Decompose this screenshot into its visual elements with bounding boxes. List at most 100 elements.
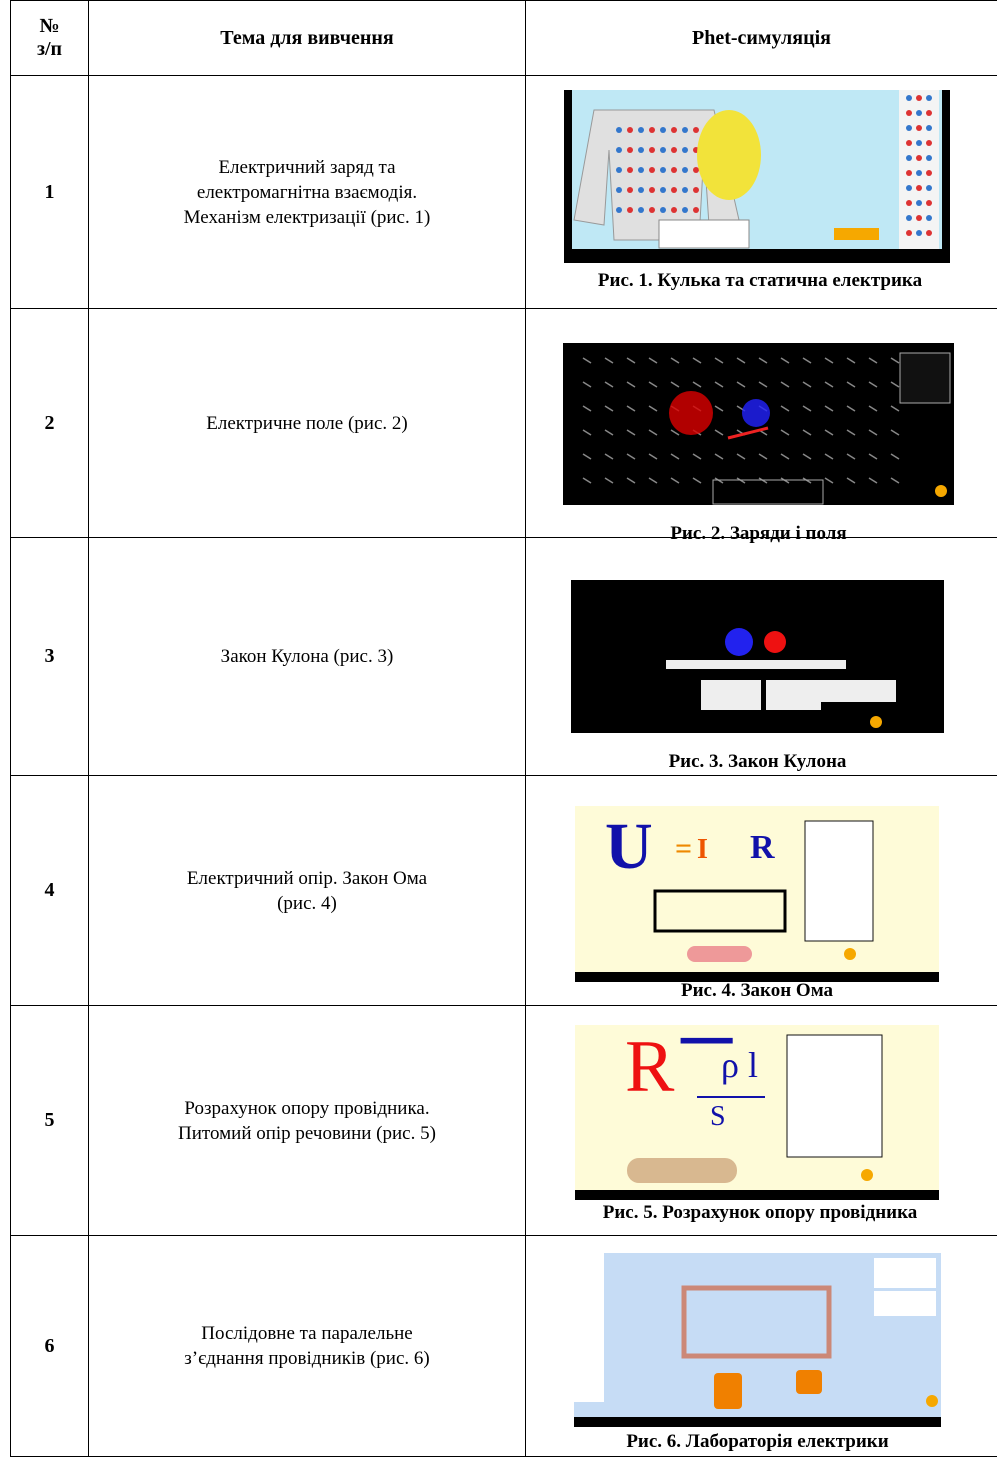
sim-graphic: [649, 187, 655, 193]
sim-graphic: [660, 207, 666, 213]
sim-graphic: [616, 147, 622, 153]
sim-graphic: [687, 946, 752, 962]
row-num: 6: [45, 1335, 55, 1358]
sim-graphic: [916, 110, 922, 116]
sim-graphic: [666, 660, 846, 669]
sim-graphic: [916, 170, 922, 176]
sim-graphic: [616, 167, 622, 173]
sim-graphic: [682, 127, 688, 133]
topic-line: з’єднання провідників (рис. 6): [184, 1346, 430, 1371]
topic-line: Електричне поле (рис. 2): [206, 411, 407, 436]
sim-graphic: [906, 110, 912, 116]
topic-line: Закон Кулона (рис. 3): [221, 644, 394, 669]
sim-graphic: =: [675, 832, 692, 865]
sim-graphic: [725, 628, 753, 656]
figure-caption: Рис. 1. Кулька та статична електрика: [598, 270, 922, 292]
sim-graphic: [693, 167, 699, 173]
sim-graphic: [935, 485, 947, 497]
sim-graphic: [926, 215, 932, 221]
topic-cell: Електричне поле (рис. 2): [88, 308, 526, 538]
sim-graphic: [638, 147, 644, 153]
sim-graphic: [787, 1035, 882, 1157]
sim-graphic: [649, 127, 655, 133]
topic-line: Розрахунок опору провідника.: [184, 1096, 429, 1121]
sim-graphic: [926, 230, 932, 236]
sim-graphic: R: [750, 829, 775, 866]
num-cell: 3: [10, 537, 89, 776]
sim-graphic: [821, 680, 896, 702]
num-cell: 6: [10, 1235, 89, 1457]
row-num: 3: [45, 645, 55, 668]
sim-graphic: [660, 127, 666, 133]
sim-graphic: [796, 1370, 822, 1394]
sim-graphic: [574, 1417, 941, 1427]
figure-caption: Рис. 3. Закон Кулона: [669, 751, 847, 773]
sim-graphic: [682, 147, 688, 153]
sim-graphic: [926, 155, 932, 161]
sim-graphic: [671, 167, 677, 173]
row-num: 2: [45, 412, 55, 435]
sim-graphic: [870, 716, 882, 728]
sim-graphic: [638, 207, 644, 213]
row-num: 1: [45, 181, 55, 204]
sim-graphic: [861, 1169, 873, 1181]
sim-graphic: [926, 110, 932, 116]
sim-graphic: [926, 185, 932, 191]
sim-graphic: [671, 187, 677, 193]
sim-graphic: [563, 505, 954, 517]
sim-graphic: [926, 140, 932, 146]
sim-graphic: [616, 187, 622, 193]
figure-caption: Рис. 4. Закон Ома: [681, 980, 833, 1002]
sim-graphic: [906, 125, 912, 131]
header-num: №: [39, 15, 59, 38]
sim-screenshot: [571, 580, 944, 745]
header-num: з/п: [37, 38, 62, 61]
sim-graphic: [627, 167, 633, 173]
sim-graphic: [671, 127, 677, 133]
sim-screenshot: [563, 343, 954, 517]
sim-graphic: [916, 185, 922, 191]
sim-graphic: [649, 167, 655, 173]
topic-cell: Розрахунок опору провідника.Питомий опір…: [88, 1005, 526, 1236]
sim-graphic: [906, 230, 912, 236]
sim-graphic: [916, 95, 922, 101]
sim-graphic: [649, 147, 655, 153]
sim-graphic: [571, 733, 944, 745]
header-sim: Phet-симуляція: [692, 27, 831, 50]
header-topic: Тема для вивчення: [220, 27, 394, 50]
sim-graphic: [906, 140, 912, 146]
topic-line: Послідовне та паралельне: [201, 1321, 412, 1346]
page: №з/п Тема для вивчення Phet-симуляція 1 Елек…: [0, 0, 997, 1455]
sim-graphic: [906, 155, 912, 161]
header-topic-cell: Тема для вивчення: [88, 0, 526, 76]
sim-graphic: [660, 167, 666, 173]
sim-graphic: [627, 147, 633, 153]
sim-graphic: [660, 147, 666, 153]
sim-graphic: U: [605, 810, 653, 883]
sim-screenshot: [564, 90, 950, 263]
num-cell: 5: [10, 1005, 89, 1236]
figure-caption: Рис. 5. Розрахунок опору провідника: [603, 1202, 918, 1224]
sim-graphic: [906, 215, 912, 221]
num-cell: 4: [10, 775, 89, 1006]
topic-cell: Послідовне та паралельнез’єднання провід…: [88, 1235, 526, 1457]
sim-graphic: [764, 631, 786, 653]
num-cell: 2: [10, 308, 89, 538]
topic-line: Електричний опір. Закон Ома: [187, 866, 427, 891]
sim-screenshot: R=ρ lS: [575, 1025, 939, 1200]
sim-graphic: [660, 187, 666, 193]
sim-graphic: [627, 1158, 737, 1183]
sim-graphic: [671, 147, 677, 153]
sim-screenshot: [574, 1253, 941, 1427]
header-sim-cell: Phet-симуляція: [525, 0, 997, 76]
sim-graphic: I: [697, 834, 708, 865]
topic-line: Питомий опір речовини (рис. 5): [178, 1121, 436, 1146]
sim-graphic: R: [625, 1026, 675, 1108]
sim-graphic: [574, 1253, 604, 1402]
sim-graphic: [682, 167, 688, 173]
sim-graphic: [926, 200, 932, 206]
sim-graphic: [649, 207, 655, 213]
sim-graphic: [638, 127, 644, 133]
sim-graphic: [693, 207, 699, 213]
